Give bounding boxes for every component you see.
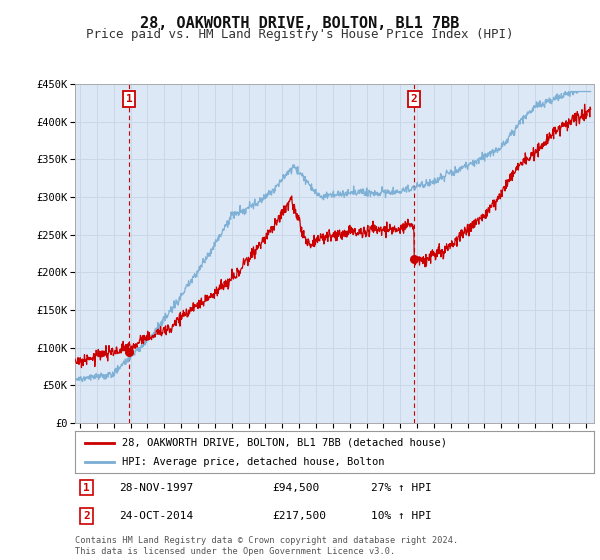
Text: 28-NOV-1997: 28-NOV-1997	[119, 483, 193, 493]
Text: 1: 1	[83, 483, 90, 493]
Text: Contains HM Land Registry data © Crown copyright and database right 2024.
This d: Contains HM Land Registry data © Crown c…	[75, 536, 458, 556]
Text: 2: 2	[83, 511, 90, 521]
Text: 10% ↑ HPI: 10% ↑ HPI	[371, 511, 431, 521]
Text: £217,500: £217,500	[272, 511, 326, 521]
Text: 2: 2	[410, 94, 418, 104]
Text: 28, OAKWORTH DRIVE, BOLTON, BL1 7BB: 28, OAKWORTH DRIVE, BOLTON, BL1 7BB	[140, 16, 460, 31]
Text: 27% ↑ HPI: 27% ↑ HPI	[371, 483, 431, 493]
Text: 28, OAKWORTH DRIVE, BOLTON, BL1 7BB (detached house): 28, OAKWORTH DRIVE, BOLTON, BL1 7BB (det…	[122, 437, 447, 447]
Text: Price paid vs. HM Land Registry's House Price Index (HPI): Price paid vs. HM Land Registry's House …	[86, 28, 514, 41]
Text: 1: 1	[126, 94, 133, 104]
Text: HPI: Average price, detached house, Bolton: HPI: Average price, detached house, Bolt…	[122, 457, 384, 467]
Text: £94,500: £94,500	[272, 483, 319, 493]
Text: 24-OCT-2014: 24-OCT-2014	[119, 511, 193, 521]
